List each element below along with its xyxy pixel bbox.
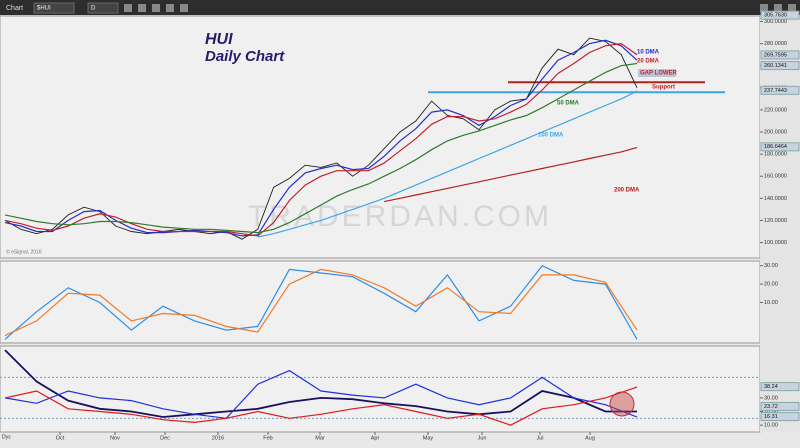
x-tick-label: May bbox=[423, 435, 434, 441]
x-axis-unit: Dys bbox=[2, 434, 11, 440]
annotation: 10 DMA bbox=[637, 50, 660, 56]
value-tag bbox=[760, 10, 800, 20]
value-tag bbox=[760, 142, 800, 152]
y-tick-label: 280.0000 bbox=[764, 41, 787, 47]
y-tick-label: 10.00 bbox=[764, 300, 778, 306]
y-tick-label: 160.0000 bbox=[764, 174, 787, 180]
value-tag-label: 186.6464 bbox=[764, 144, 787, 150]
chart-subtitle: Daily Chart bbox=[205, 48, 285, 65]
annotation: Support bbox=[652, 85, 675, 91]
annotation: GAP LOWER bbox=[640, 71, 678, 77]
value-tag-label: 260.1341 bbox=[764, 63, 787, 69]
x-tick-label: 2016 bbox=[212, 435, 224, 441]
x-tick-label: Apr bbox=[371, 435, 380, 441]
value-tag-label: 23.72 bbox=[764, 404, 778, 410]
value-tag bbox=[760, 50, 800, 60]
value-tag-label: 38.24 bbox=[764, 384, 778, 390]
x-tick-label: Jun bbox=[478, 435, 487, 441]
y-tick-label: 140.0000 bbox=[764, 196, 787, 202]
x-tick-label: Nov bbox=[110, 435, 120, 441]
series-line bbox=[257, 90, 638, 238]
annotation: 50 DMA bbox=[557, 101, 580, 107]
y-tick-label: 200.0000 bbox=[764, 129, 787, 135]
series-line bbox=[4, 42, 638, 237]
symbol[interactable]: $HUI bbox=[37, 6, 51, 12]
x-tick-label: Jul bbox=[536, 435, 543, 441]
value-tag bbox=[760, 382, 800, 392]
y-tick-label: 30.00 bbox=[764, 395, 778, 401]
y-tick-label: 180.0000 bbox=[764, 152, 787, 158]
y-tick-label: 30.00 bbox=[764, 263, 778, 269]
value-tag-label: 269.7595 bbox=[764, 52, 787, 58]
y-tick-label: 120.0000 bbox=[764, 218, 787, 224]
value-tag bbox=[760, 85, 800, 95]
copyright: © eSignal, 2016 bbox=[6, 248, 42, 255]
toolbar-icons bbox=[124, 4, 796, 12]
window-title: Chart bbox=[6, 5, 23, 12]
toolbar bbox=[0, 0, 800, 15]
right-axis bbox=[760, 16, 800, 432]
icon[interactable] bbox=[180, 4, 188, 12]
series-line bbox=[4, 268, 638, 337]
indicator-panel bbox=[0, 345, 761, 433]
interval-box[interactable] bbox=[87, 2, 119, 14]
interval[interactable]: D bbox=[91, 6, 96, 12]
x-tick-label: Aug bbox=[585, 435, 595, 441]
y-tick-label: 300.0000 bbox=[764, 19, 787, 25]
y-tick-label: 10.00 bbox=[764, 423, 778, 429]
series-line bbox=[4, 369, 638, 419]
x-tick-label: Dec bbox=[160, 435, 170, 441]
annotation: 200 DMA bbox=[614, 188, 640, 194]
plot-content: 300.0000280.0000260.0000240.0000220.0000… bbox=[0, 10, 800, 441]
x-tick-label: Feb bbox=[263, 435, 272, 441]
symbol-box[interactable] bbox=[33, 2, 75, 14]
series-line bbox=[384, 146, 638, 203]
chart-title: HUI bbox=[205, 31, 233, 48]
series-line bbox=[4, 349, 637, 418]
value-tag-label: 237.7443 bbox=[764, 88, 787, 94]
value-tag bbox=[760, 61, 800, 71]
y-tick-label: 100.0000 bbox=[764, 240, 787, 246]
series-line bbox=[4, 39, 638, 237]
x-tick-label: Mar bbox=[315, 435, 325, 441]
value-tag bbox=[760, 401, 800, 411]
annotation: 100 DMA bbox=[538, 133, 564, 139]
y-tick-label: 220.0000 bbox=[764, 107, 787, 113]
value-tag-label: 16.31 bbox=[764, 414, 778, 420]
value-tag-label: 305.7630 bbox=[764, 13, 787, 19]
icon[interactable] bbox=[138, 4, 146, 12]
value-tag bbox=[760, 412, 800, 422]
y-tick-label: 20.00 bbox=[764, 282, 778, 288]
series-line bbox=[4, 264, 638, 340]
oscillator-panel bbox=[0, 260, 761, 344]
highlight-circle bbox=[609, 391, 635, 417]
x-tick-label: Oct bbox=[56, 435, 65, 441]
icon[interactable] bbox=[760, 4, 768, 12]
series-line bbox=[4, 386, 638, 426]
y-tick-label: 20.00 bbox=[764, 409, 778, 415]
annotation-box bbox=[638, 69, 676, 77]
series-line bbox=[4, 62, 638, 234]
icon[interactable] bbox=[166, 4, 174, 12]
icon[interactable] bbox=[774, 4, 782, 12]
icon[interactable] bbox=[152, 4, 160, 12]
icon[interactable] bbox=[124, 4, 132, 12]
icon[interactable] bbox=[788, 4, 796, 12]
annotation: 20 DMA bbox=[637, 59, 660, 65]
